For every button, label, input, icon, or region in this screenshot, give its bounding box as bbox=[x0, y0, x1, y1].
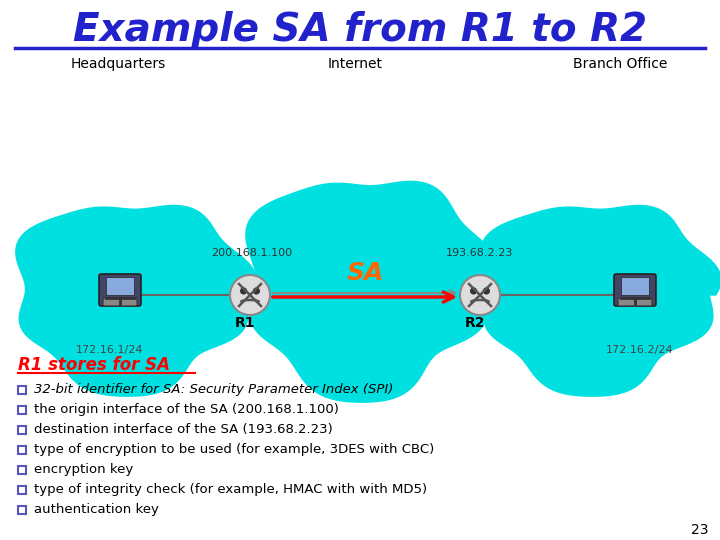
Text: Example SA from R1 to R2: Example SA from R1 to R2 bbox=[73, 11, 647, 49]
Text: R2: R2 bbox=[464, 316, 485, 330]
Text: encryption key: encryption key bbox=[34, 462, 133, 476]
Text: R1: R1 bbox=[235, 316, 256, 330]
FancyBboxPatch shape bbox=[18, 386, 26, 394]
Circle shape bbox=[460, 275, 500, 315]
Circle shape bbox=[470, 287, 477, 295]
Text: 23: 23 bbox=[690, 523, 708, 537]
Polygon shape bbox=[16, 206, 256, 396]
FancyBboxPatch shape bbox=[18, 466, 26, 474]
FancyBboxPatch shape bbox=[103, 298, 137, 306]
FancyBboxPatch shape bbox=[618, 298, 652, 306]
Text: SA: SA bbox=[346, 261, 384, 285]
Circle shape bbox=[240, 287, 247, 295]
FancyBboxPatch shape bbox=[106, 277, 134, 295]
Text: authentication key: authentication key bbox=[34, 503, 159, 516]
Polygon shape bbox=[481, 206, 720, 396]
Text: type of encryption to be used (for example, 3DES with CBC): type of encryption to be used (for examp… bbox=[34, 442, 434, 456]
Circle shape bbox=[230, 275, 270, 315]
Text: 193.68.2.23: 193.68.2.23 bbox=[446, 248, 513, 258]
FancyBboxPatch shape bbox=[18, 426, 26, 434]
Text: 32-bit identifier for SA: Security Parameter Index (SPI): 32-bit identifier for SA: Security Param… bbox=[34, 382, 393, 395]
FancyBboxPatch shape bbox=[614, 274, 656, 306]
FancyBboxPatch shape bbox=[18, 486, 26, 494]
Text: Internet: Internet bbox=[328, 57, 382, 71]
Text: 172.16.1/24: 172.16.1/24 bbox=[76, 345, 144, 355]
Text: 172.16.2/24: 172.16.2/24 bbox=[606, 345, 674, 355]
FancyBboxPatch shape bbox=[18, 406, 26, 414]
FancyBboxPatch shape bbox=[18, 506, 26, 514]
Text: 200.168.1.100: 200.168.1.100 bbox=[212, 248, 292, 258]
Text: destination interface of the SA (193.68.2.23): destination interface of the SA (193.68.… bbox=[34, 422, 333, 435]
Polygon shape bbox=[246, 181, 496, 402]
FancyBboxPatch shape bbox=[621, 277, 649, 295]
Circle shape bbox=[253, 287, 260, 295]
Text: R1 stores for SA: R1 stores for SA bbox=[18, 356, 170, 374]
Text: type of integrity check (for example, HMAC with with MD5): type of integrity check (for example, HM… bbox=[34, 483, 427, 496]
Text: the origin interface of the SA (200.168.1.100): the origin interface of the SA (200.168.… bbox=[34, 402, 339, 415]
FancyBboxPatch shape bbox=[99, 274, 141, 306]
FancyBboxPatch shape bbox=[18, 446, 26, 454]
Text: Branch Office: Branch Office bbox=[573, 57, 667, 71]
Circle shape bbox=[483, 287, 490, 295]
Text: Headquarters: Headquarters bbox=[71, 57, 166, 71]
